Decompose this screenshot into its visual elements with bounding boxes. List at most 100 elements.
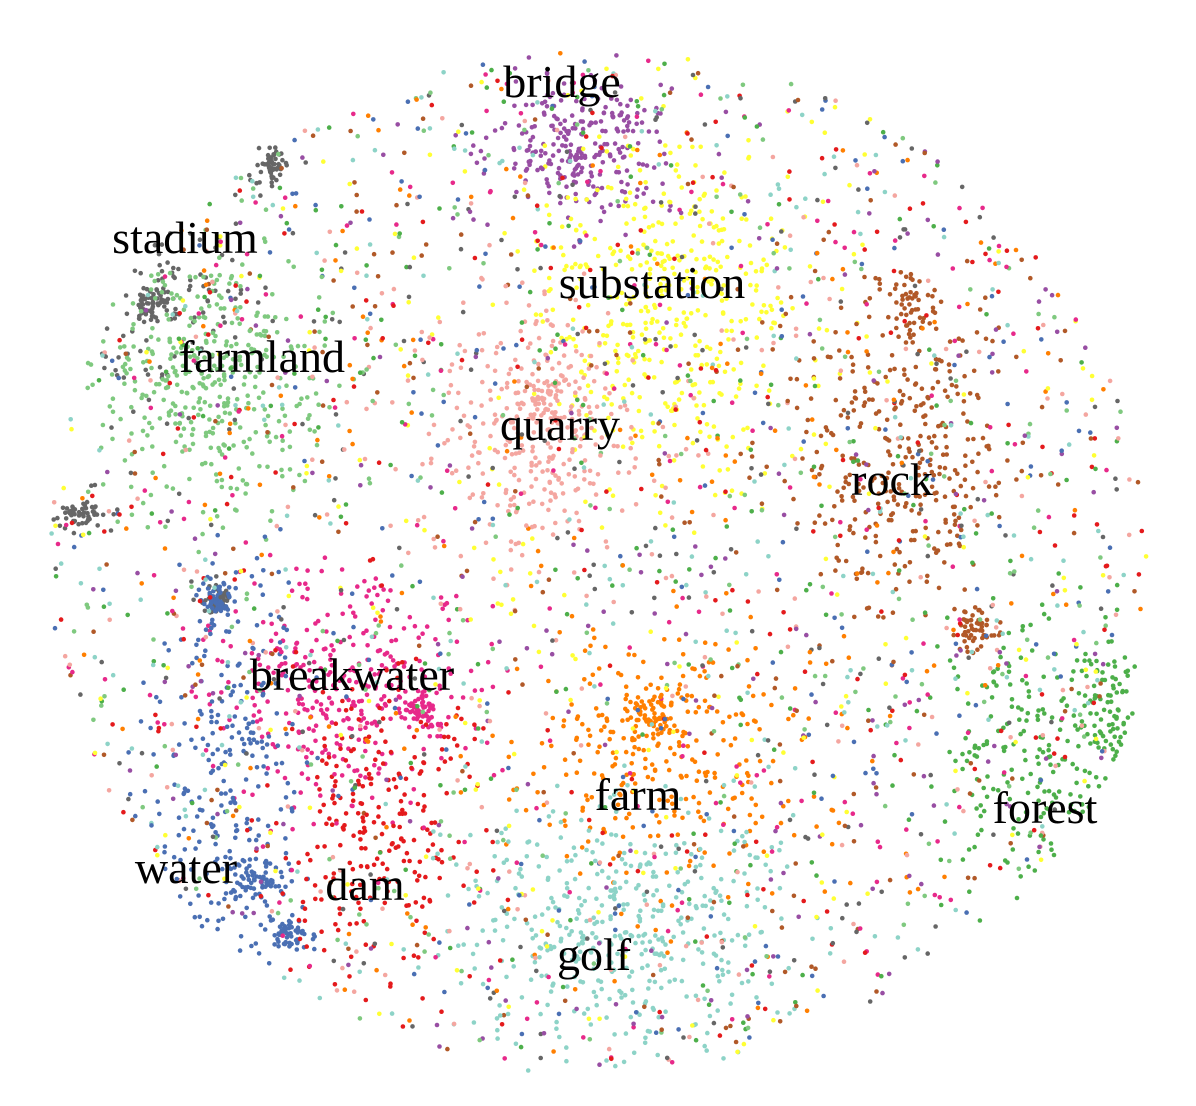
point-quarry [522, 388, 528, 394]
point-substation [697, 338, 702, 344]
point-water [256, 833, 262, 838]
point-forest [1036, 708, 1041, 713]
point-golf [545, 948, 550, 953]
point-quarry [552, 413, 557, 419]
point-rock [920, 456, 925, 462]
point-farm [680, 815, 685, 821]
point-dam [444, 722, 449, 727]
point-rock [791, 893, 797, 899]
point-forest [1006, 669, 1012, 675]
point-farmland [252, 384, 258, 390]
point-water [731, 828, 737, 834]
point-rock [843, 475, 848, 480]
point-water [196, 637, 201, 643]
point-golf [624, 965, 629, 971]
point-farm [757, 758, 763, 764]
point-bridge [636, 161, 642, 167]
point-breakwater [364, 594, 369, 599]
point-breakwater [416, 635, 422, 640]
point-bridge [669, 86, 675, 91]
point-quarry [431, 536, 437, 542]
point-rock [904, 323, 909, 328]
point-forest [1015, 705, 1021, 710]
point-forest [1035, 754, 1040, 760]
point-quarry [449, 470, 455, 476]
point-golf [642, 931, 648, 937]
point-substation [643, 290, 648, 296]
point-stadium [238, 291, 243, 296]
point-golf [790, 812, 796, 818]
point-breakwater [352, 768, 357, 774]
point-water [151, 752, 156, 757]
point-substation [592, 236, 598, 242]
point-breakwater [679, 900, 685, 905]
point-golf [534, 579, 540, 585]
point-breakwater [328, 670, 333, 675]
point-dam [481, 726, 486, 731]
point-farm [672, 751, 677, 757]
point-farm [747, 812, 753, 818]
point-dam [331, 876, 336, 881]
point-dam [398, 836, 404, 842]
point-rock [854, 576, 860, 582]
point-farmland [210, 352, 215, 358]
point-water [216, 765, 221, 771]
point-golf [514, 808, 519, 814]
point-forest [404, 264, 409, 270]
point-forest [1001, 645, 1006, 651]
point-golf [747, 852, 753, 858]
point-bridge [588, 120, 594, 125]
point-rock [835, 542, 840, 548]
point-golf [548, 943, 553, 949]
point-stadium [64, 506, 70, 511]
point-quarry [519, 366, 524, 371]
point-water [181, 826, 187, 832]
point-dam [472, 255, 478, 261]
point-farmland [305, 395, 310, 400]
point-rock [336, 529, 341, 535]
point-farmland [85, 489, 91, 495]
point-substation [626, 377, 631, 383]
point-dam [407, 858, 412, 864]
point-bridge [580, 126, 586, 132]
point-substation [701, 402, 707, 408]
point-farm [924, 668, 930, 674]
point-rock [856, 462, 862, 467]
point-farm [676, 637, 682, 642]
point-dam [583, 325, 589, 331]
point-breakwater [297, 581, 302, 587]
point-farm [672, 813, 677, 818]
point-farmland [174, 382, 180, 388]
point-farm [626, 811, 632, 817]
point-stadium [111, 512, 116, 517]
point-stadium [165, 518, 171, 524]
point-rock [894, 316, 899, 321]
point-stadium [262, 162, 267, 167]
point-rock [880, 480, 886, 486]
point-golf [175, 783, 181, 789]
point-farm [689, 693, 695, 699]
point-forest [988, 714, 994, 719]
point-stadium [915, 351, 920, 357]
point-rock [963, 453, 968, 459]
point-dam [422, 804, 427, 809]
point-golf [513, 1041, 519, 1047]
point-forest [1110, 675, 1115, 680]
point-substation [743, 194, 748, 199]
point-substation [584, 197, 590, 202]
point-rock [738, 451, 743, 457]
point-water [274, 711, 280, 716]
point-farmland [187, 323, 192, 329]
point-water [256, 951, 262, 956]
point-farmland [109, 372, 115, 377]
point-farm [610, 729, 616, 735]
point-quarry [622, 403, 628, 408]
point-farmland [262, 407, 268, 412]
point-golf [565, 984, 570, 989]
point-farmland [161, 397, 166, 403]
point-rock [956, 515, 962, 521]
point-stadium [225, 288, 231, 294]
point-breakwater [265, 699, 270, 704]
point-farmland [221, 372, 227, 377]
point-forest [981, 808, 987, 814]
